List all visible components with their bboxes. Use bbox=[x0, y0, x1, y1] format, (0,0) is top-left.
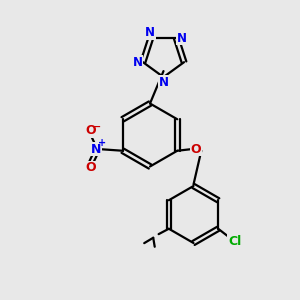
Text: O: O bbox=[190, 143, 201, 156]
Text: N: N bbox=[133, 56, 142, 69]
Text: +: + bbox=[98, 138, 106, 148]
Text: N: N bbox=[91, 143, 101, 156]
Text: N: N bbox=[177, 32, 187, 44]
Text: Cl: Cl bbox=[228, 235, 241, 248]
Text: −: − bbox=[92, 122, 102, 132]
Text: N: N bbox=[145, 26, 155, 39]
Text: O: O bbox=[85, 161, 96, 174]
Text: N: N bbox=[158, 76, 169, 89]
Text: O: O bbox=[85, 124, 96, 137]
